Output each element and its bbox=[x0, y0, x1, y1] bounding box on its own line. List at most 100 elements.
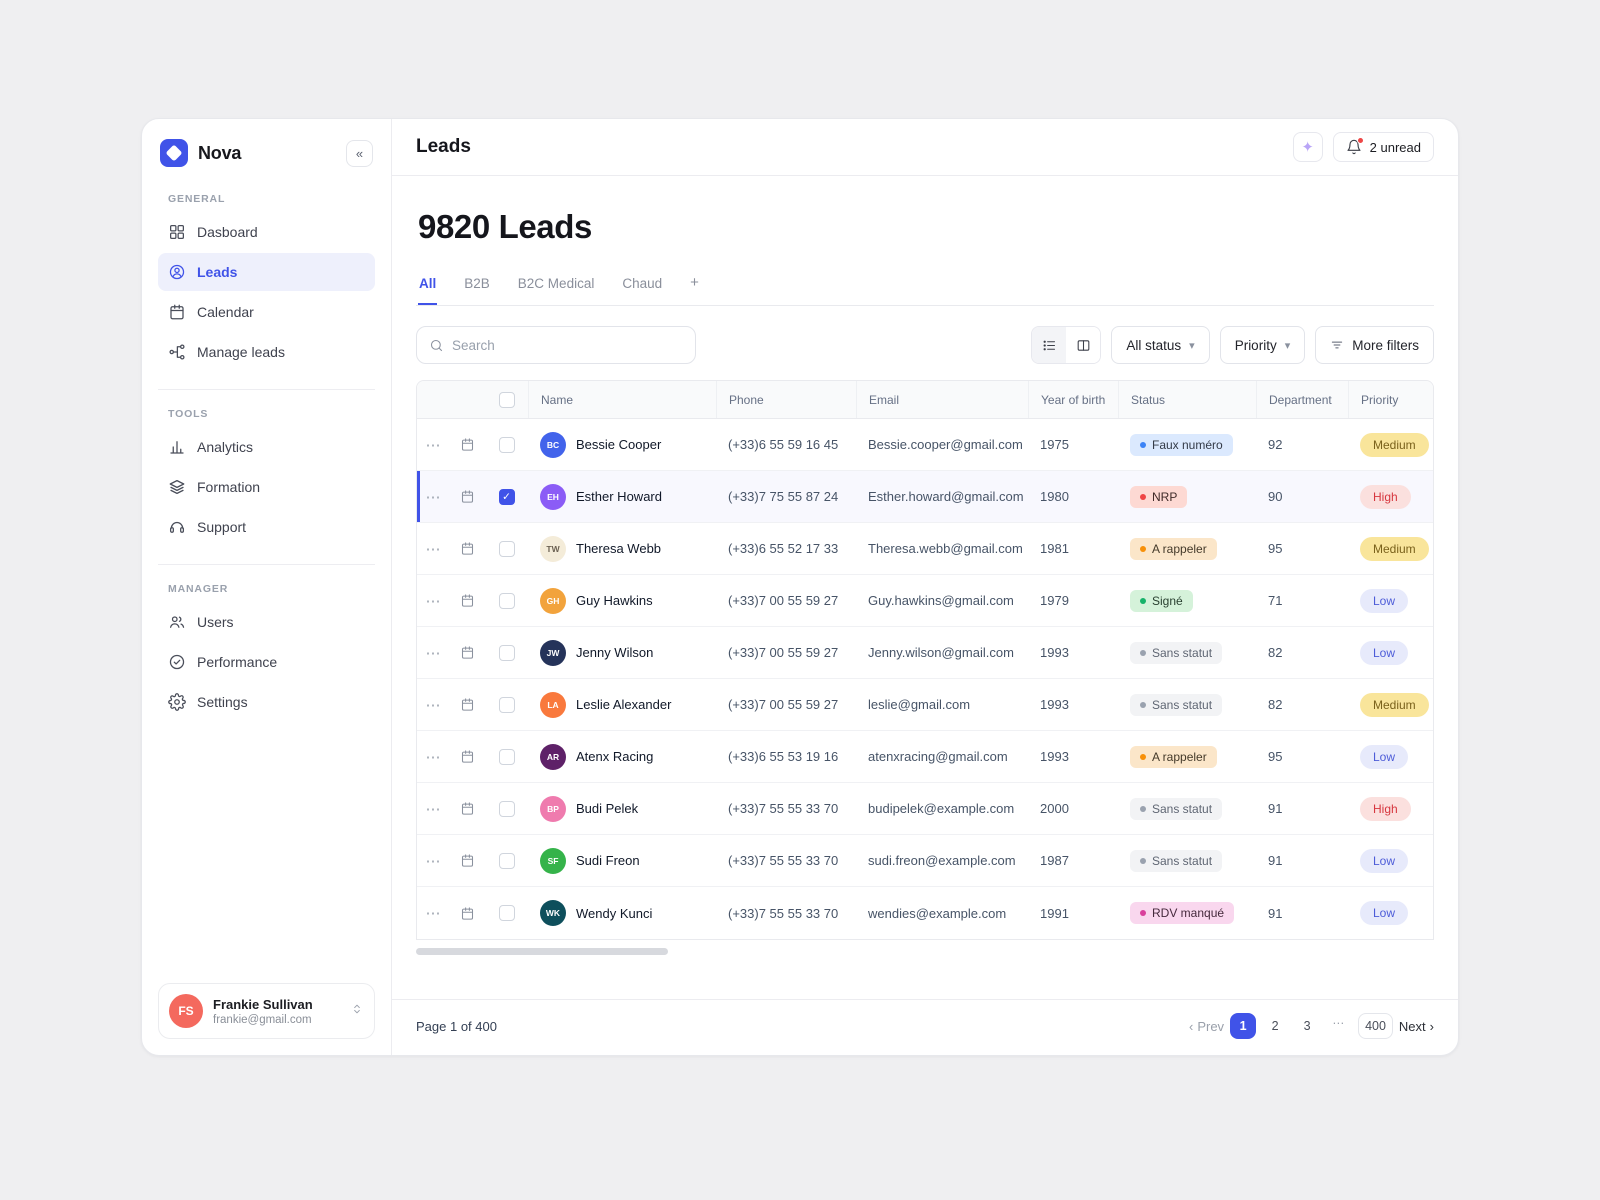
tab-b2c-medical[interactable]: B2C Medical bbox=[517, 276, 595, 291]
scrollbar-thumb[interactable] bbox=[416, 948, 668, 955]
calendar-add-icon[interactable] bbox=[460, 853, 475, 868]
sidebar-section-manager: MANAGER Users Performance Settings bbox=[158, 564, 375, 723]
row-checkbox[interactable] bbox=[498, 905, 515, 921]
lead-year: 1993 bbox=[1040, 749, 1069, 764]
sidebar-item-label: Settings bbox=[197, 694, 248, 710]
column-header-priority[interactable]: Priority bbox=[1348, 381, 1433, 418]
row-actions-button[interactable]: ⋯ bbox=[425, 592, 442, 610]
row-actions-button[interactable]: ⋯ bbox=[425, 800, 442, 818]
row-checkbox[interactable] bbox=[498, 592, 515, 609]
board-view-button[interactable] bbox=[1066, 327, 1101, 363]
row-checkbox[interactable] bbox=[498, 436, 515, 453]
status-filter-dropdown[interactable]: All status ▾ bbox=[1111, 326, 1210, 364]
pagination: ‹ Prev 1 2 3 … 400 Next › bbox=[1189, 1013, 1434, 1039]
priority-filter-dropdown[interactable]: Priority ▾ bbox=[1219, 326, 1306, 364]
list-view-button[interactable] bbox=[1032, 327, 1067, 363]
table-row[interactable]: ⋯ LA Leslie Alexander (+33)7 00 55 59 27 … bbox=[417, 679, 1433, 731]
select-all-checkbox[interactable] bbox=[498, 391, 515, 408]
calendar-add-icon[interactable] bbox=[460, 801, 475, 816]
row-actions-button[interactable]: ⋯ bbox=[425, 696, 442, 714]
ai-sparkle-button[interactable]: ✦ bbox=[1292, 132, 1323, 162]
page-button-2[interactable]: 2 bbox=[1262, 1013, 1288, 1039]
column-header-department[interactable]: Department bbox=[1256, 381, 1348, 418]
row-checkbox[interactable] bbox=[498, 800, 515, 817]
avatar: WK bbox=[540, 900, 566, 926]
row-actions-button[interactable]: ⋯ bbox=[425, 905, 442, 922]
row-actions-button[interactable]: ⋯ bbox=[425, 540, 442, 558]
lead-name: Bessie Cooper bbox=[576, 437, 662, 452]
avatar: AR bbox=[540, 743, 566, 770]
lead-email: sudi.freon@example.com bbox=[868, 853, 1016, 868]
sidebar-item-label: Formation bbox=[197, 479, 261, 495]
page-button-last[interactable]: 400 bbox=[1358, 1013, 1393, 1039]
sidebar-collapse-button[interactable]: « bbox=[346, 139, 373, 167]
sidebar-item-manage-leads[interactable]: Manage leads bbox=[158, 333, 375, 371]
sidebar-item-support[interactable]: Support bbox=[158, 508, 375, 546]
table-row[interactable]: ⋯ JW Jenny Wilson (+33)7 00 55 59 27 Jenn… bbox=[417, 627, 1433, 679]
table-row[interactable]: ⋯ BC Bessie Cooper (+33)6 55 59 16 45 Bes… bbox=[417, 419, 1433, 471]
row-checkbox[interactable] bbox=[498, 644, 515, 661]
sidebar-item-label: Analytics bbox=[197, 439, 254, 455]
column-header-phone[interactable]: Phone bbox=[716, 381, 856, 418]
sidebar-item-dashboard[interactable]: Dasboard bbox=[158, 213, 375, 251]
calendar-add-icon[interactable] bbox=[460, 906, 475, 921]
column-header-email[interactable]: Email bbox=[856, 381, 1028, 418]
lead-year: 1980 bbox=[1040, 489, 1069, 504]
row-checkbox[interactable] bbox=[498, 540, 515, 557]
notifications-button[interactable]: 2 unread bbox=[1332, 132, 1434, 162]
more-filters-button[interactable]: More filters bbox=[1315, 326, 1434, 364]
calendar-add-icon[interactable] bbox=[460, 749, 475, 764]
user-circle-icon bbox=[169, 264, 185, 280]
tab-chaud[interactable]: Chaud bbox=[622, 276, 663, 291]
calendar-add-icon[interactable] bbox=[460, 593, 475, 608]
sidebar-item-calendar[interactable]: Calendar bbox=[158, 293, 375, 331]
table-row[interactable]: ⋯ AR Atenx Racing (+33)6 55 53 19 16 aten… bbox=[417, 731, 1433, 783]
tab-bar: All B2B B2C Medical Chaud + bbox=[416, 274, 1434, 306]
table-row[interactable]: ⋯ TW Theresa Webb (+33)6 55 52 17 33 Ther… bbox=[417, 523, 1433, 575]
column-header-name[interactable]: Name bbox=[528, 381, 716, 418]
prev-page-button[interactable]: ‹ Prev bbox=[1188, 1018, 1225, 1034]
calendar-add-icon[interactable] bbox=[460, 437, 475, 452]
page-button-3[interactable]: 3 bbox=[1294, 1013, 1320, 1039]
tab-b2b[interactable]: B2B bbox=[464, 276, 490, 291]
sidebar-item-formation[interactable]: Formation bbox=[158, 468, 375, 506]
table-row-selected[interactable]: ⋯ ✓ EH Esther Howard (+33)7 75 55 87 24 E… bbox=[417, 471, 1433, 523]
add-tab-button[interactable]: + bbox=[690, 274, 699, 291]
table-row[interactable]: ⋯ GH Guy Hawkins (+33)7 00 55 59 27 Guy.h… bbox=[417, 575, 1433, 627]
sidebar-item-leads[interactable]: Leads bbox=[158, 253, 375, 291]
sidebar-item-performance[interactable]: Performance bbox=[158, 643, 375, 681]
sidebar-item-settings[interactable]: Settings bbox=[158, 683, 375, 721]
row-checkbox[interactable] bbox=[498, 852, 515, 869]
row-actions-button[interactable]: ⋯ bbox=[425, 852, 442, 870]
user-profile-card[interactable]: FS Frankie Sullivan frankie@gmail.com bbox=[158, 983, 375, 1039]
calendar-add-icon[interactable] bbox=[460, 697, 475, 712]
row-actions-button[interactable]: ⋯ bbox=[425, 488, 442, 506]
lead-department: 82 bbox=[1268, 697, 1283, 712]
table-row[interactable]: ⋯ WK Wendy Kunci (+33)7 55 55 33 70 wendi… bbox=[417, 887, 1433, 939]
lead-email: Theresa.webb@gmail.com bbox=[868, 541, 1023, 556]
lead-email: budipelek@example.com bbox=[868, 801, 1015, 816]
lead-department: 90 bbox=[1268, 489, 1283, 504]
column-header-status[interactable]: Status bbox=[1118, 381, 1256, 418]
row-checkbox[interactable]: ✓ bbox=[498, 488, 515, 505]
toolbar-filters: All status ▾ Priority ▾ More filters bbox=[1031, 326, 1434, 364]
priority-badge: Low bbox=[1360, 640, 1409, 665]
table-row[interactable]: ⋯ SF Sudi Freon (+33)7 55 55 33 70 sudi.f… bbox=[417, 835, 1433, 887]
page-button-1[interactable]: 1 bbox=[1230, 1013, 1257, 1039]
row-actions-button[interactable]: ⋯ bbox=[425, 436, 442, 454]
calendar-add-icon[interactable] bbox=[460, 489, 475, 504]
row-actions-button[interactable]: ⋯ bbox=[425, 644, 442, 662]
row-checkbox[interactable] bbox=[498, 748, 515, 765]
table-row[interactable]: ⋯ BP Budi Pelek (+33)7 55 55 33 70 budipe… bbox=[417, 783, 1433, 835]
row-checkbox[interactable] bbox=[498, 696, 515, 713]
calendar-add-icon[interactable] bbox=[460, 541, 475, 556]
next-page-button[interactable]: Next › bbox=[1398, 1018, 1434, 1034]
tab-all[interactable]: All bbox=[418, 276, 438, 305]
calendar-add-icon[interactable] bbox=[460, 645, 475, 660]
search-input[interactable] bbox=[452, 337, 683, 353]
sidebar-item-users[interactable]: Users bbox=[158, 603, 375, 641]
sidebar-item-analytics[interactable]: Analytics bbox=[158, 428, 375, 466]
column-header-year[interactable]: Year of birth bbox=[1028, 381, 1118, 418]
view-toggle bbox=[1031, 326, 1102, 364]
row-actions-button[interactable]: ⋯ bbox=[425, 748, 442, 766]
